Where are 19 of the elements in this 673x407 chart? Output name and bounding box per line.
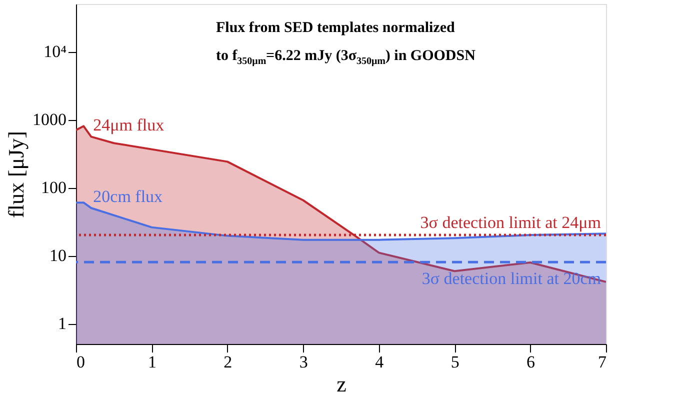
ref-line-label: 3σ detection limit at 24μm bbox=[420, 213, 601, 232]
x-tick-label: 2 bbox=[224, 352, 232, 372]
series-label: 24μm flux bbox=[93, 116, 165, 135]
annotation: Flux from SED templates normalized bbox=[216, 20, 456, 36]
y-tick-label: 100 bbox=[41, 178, 66, 198]
x-tick-label: 3 bbox=[299, 352, 308, 372]
x-tick-label: 4 bbox=[375, 352, 384, 372]
series-label: 20cm flux bbox=[93, 187, 164, 206]
x-axis-title: z bbox=[336, 372, 347, 396]
y-tick-label: 1000 bbox=[32, 110, 66, 130]
y-axis-title: flux [μJy] bbox=[4, 131, 28, 218]
x-tick-label: 0 bbox=[76, 352, 85, 372]
x-tick-label: 5 bbox=[450, 352, 460, 372]
x-tick-label: 7 bbox=[598, 352, 607, 372]
x-tick-label: 1 bbox=[148, 352, 156, 372]
y-tick-label: 10⁴ bbox=[44, 42, 67, 62]
y-tick-label: 10 bbox=[50, 246, 66, 266]
y-tick-label: 1 bbox=[58, 314, 66, 334]
x-tick-label: 6 bbox=[526, 352, 536, 372]
